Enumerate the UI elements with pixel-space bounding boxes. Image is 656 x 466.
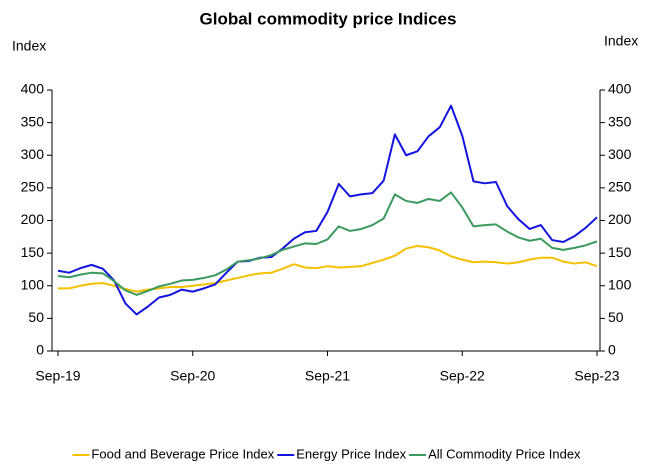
series-line [57,104,598,316]
series-line [57,191,598,296]
y-tick-label: 200 [21,211,45,227]
y-tick-label: 100 [21,276,45,292]
x-tick-label: Sep-21 [305,368,350,384]
legend-label: Food and Beverage Price Index [91,446,274,461]
y2-tick-label: 50 [608,309,624,325]
x-tick-label: Sep-20 [170,368,215,384]
x-tick-label: Sep-22 [440,368,485,384]
x-tick-label: Sep-19 [35,368,80,384]
y2-tick-label: 250 [608,179,632,195]
x-tick-label: Sep-23 [574,368,619,384]
y2-tick-label: 400 [608,81,632,97]
y-tick-label: 150 [21,244,45,260]
y-tick-label: 350 [21,113,45,129]
y-tick-label: 250 [21,179,45,195]
y-axis-label: Index [12,38,46,54]
y-tick-label: 300 [21,146,45,162]
y-tick-label: 400 [21,81,45,97]
legend-label: All Commodity Price Index [428,446,581,461]
y-tick-label: 50 [28,309,44,325]
y2-tick-label: 300 [608,146,632,162]
series-line [58,244,598,293]
y2-tick-label: 150 [608,244,632,260]
legend-label: Energy Price Index [296,446,406,461]
chart-title: Global commodity price Indices [200,9,457,28]
y2-axis-label: Index [604,33,638,49]
y2-tick-label: 100 [608,276,632,292]
y2-tick-label: 200 [608,211,632,227]
y2-tick-label: 350 [608,113,632,129]
y-tick-label: 0 [36,342,44,358]
y2-tick-label: 0 [608,342,616,358]
